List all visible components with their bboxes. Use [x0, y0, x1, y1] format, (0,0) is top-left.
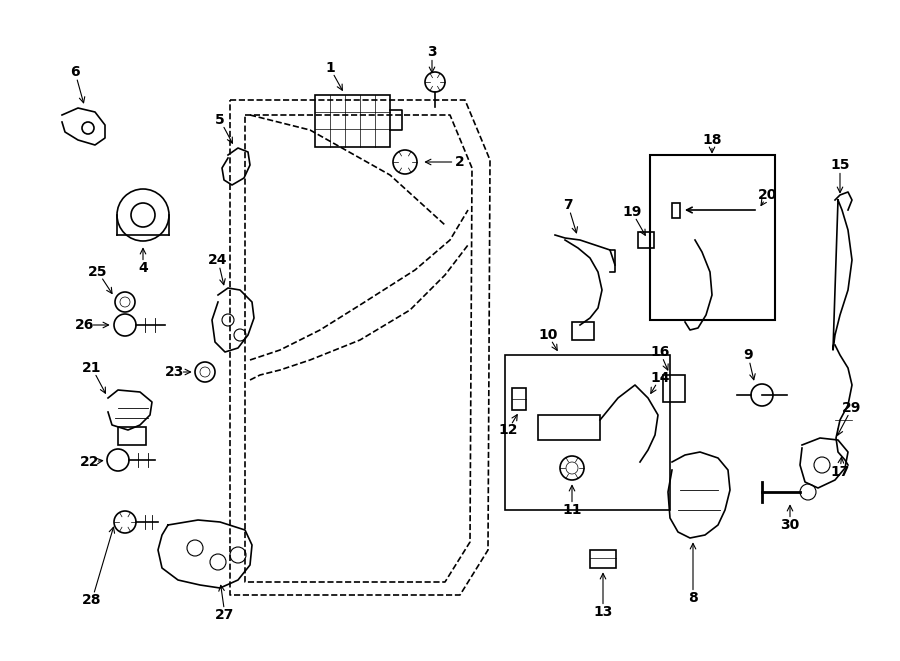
Bar — [572, 322, 594, 340]
Bar — [590, 550, 616, 568]
Text: 19: 19 — [622, 205, 642, 219]
Text: 15: 15 — [830, 158, 850, 172]
Text: 4: 4 — [138, 261, 148, 275]
Text: 1: 1 — [325, 61, 335, 75]
Bar — [650, 155, 775, 320]
Text: 14: 14 — [650, 371, 670, 385]
Text: 6: 6 — [70, 65, 80, 79]
Bar — [505, 355, 670, 510]
Text: 13: 13 — [593, 605, 613, 619]
Text: 24: 24 — [208, 253, 228, 267]
Text: 20: 20 — [759, 188, 778, 202]
Text: 30: 30 — [780, 518, 799, 532]
Bar — [638, 232, 654, 248]
Bar — [118, 427, 146, 445]
Text: 25: 25 — [88, 265, 108, 279]
Text: 23: 23 — [166, 365, 184, 379]
Text: 21: 21 — [82, 361, 102, 375]
Text: 28: 28 — [82, 593, 102, 607]
Text: 17: 17 — [831, 465, 850, 479]
Bar — [672, 203, 680, 218]
Bar — [663, 375, 685, 402]
Text: 27: 27 — [215, 608, 235, 622]
Text: 3: 3 — [428, 45, 436, 59]
Text: 11: 11 — [562, 503, 581, 517]
Text: 29: 29 — [842, 401, 861, 415]
Text: 12: 12 — [499, 423, 517, 437]
Text: 10: 10 — [538, 328, 558, 342]
Text: 8: 8 — [688, 591, 698, 605]
Text: 16: 16 — [651, 345, 670, 359]
Bar — [315, 95, 390, 147]
Text: 26: 26 — [76, 318, 94, 332]
Text: 9: 9 — [743, 348, 752, 362]
Text: 5: 5 — [215, 113, 225, 127]
Bar — [538, 415, 600, 440]
Text: 2: 2 — [455, 155, 465, 169]
Text: 7: 7 — [563, 198, 572, 212]
Text: 18: 18 — [702, 133, 722, 147]
Text: 22: 22 — [80, 455, 100, 469]
Bar — [512, 388, 526, 410]
